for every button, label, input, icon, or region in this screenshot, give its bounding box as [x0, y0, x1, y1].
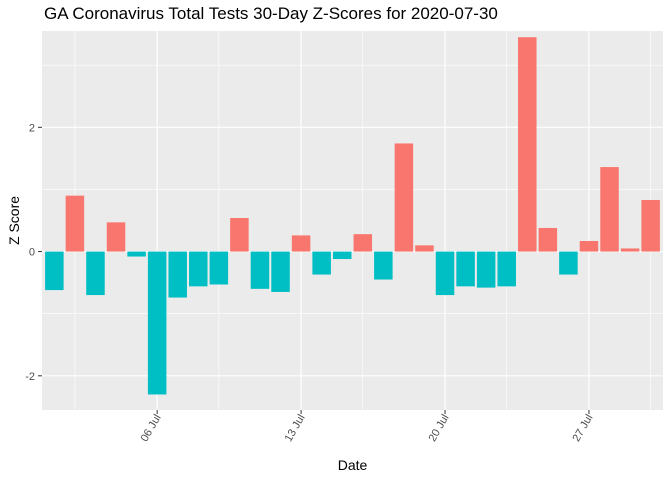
bar	[230, 218, 249, 252]
bar	[476, 251, 496, 288]
bar	[497, 251, 516, 287]
bar	[332, 251, 352, 260]
bar	[271, 251, 290, 292]
bar	[579, 241, 599, 252]
bar	[415, 245, 434, 252]
x-tick-label: 20 Jul	[427, 413, 452, 444]
bar	[559, 251, 578, 275]
bar	[538, 227, 558, 252]
bar	[147, 251, 167, 395]
bar	[435, 251, 455, 296]
y-tick-label: 2	[29, 122, 35, 134]
bar	[291, 235, 311, 252]
bar	[250, 251, 270, 289]
y-tick-label: -2	[25, 371, 35, 383]
x-tick-label: 27 Jul	[570, 413, 595, 444]
bar	[189, 251, 208, 287]
bar	[456, 251, 475, 287]
x-axis-title: Date	[338, 457, 368, 473]
bar	[394, 143, 414, 252]
y-tick-label: 0	[29, 247, 35, 259]
bar	[600, 167, 619, 252]
y-axis: -2 0 2	[25, 122, 42, 383]
bar	[312, 251, 331, 275]
x-axis: 06 Jul 13 Jul 20 Jul 27 Jul	[139, 410, 596, 444]
bar	[127, 251, 146, 257]
bar	[374, 251, 393, 280]
x-tick-label: 13 Jul	[283, 413, 308, 444]
bar	[620, 248, 640, 252]
bar	[106, 222, 126, 252]
bar	[209, 251, 229, 285]
bar	[65, 195, 85, 252]
y-axis-title: Z Score	[6, 196, 22, 245]
chart-title: GA Coronavirus Total Tests 30-Day Z-Scor…	[44, 4, 498, 23]
plot-panel	[42, 31, 663, 410]
bar	[86, 251, 105, 296]
bar	[45, 251, 64, 291]
bar	[168, 251, 187, 298]
x-tick-label: 06 Jul	[139, 413, 164, 444]
bars	[45, 37, 660, 395]
bar	[518, 37, 537, 252]
bar	[353, 234, 373, 252]
bar	[641, 199, 660, 252]
